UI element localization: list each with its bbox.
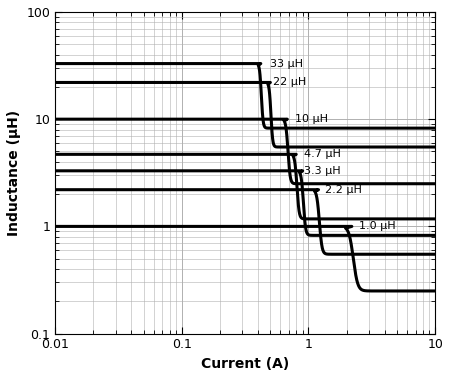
Text: 33 μH: 33 μH	[270, 59, 303, 68]
Text: 1.0 μH: 1.0 μH	[359, 222, 396, 231]
Text: 22 μH: 22 μH	[273, 77, 306, 87]
Text: 3.3 μH: 3.3 μH	[304, 166, 341, 176]
X-axis label: Current (A): Current (A)	[201, 357, 289, 371]
Y-axis label: Inductance (μH): Inductance (μH)	[7, 110, 21, 236]
Text: 10 μH: 10 μH	[295, 114, 328, 124]
Text: 4.7 μH: 4.7 μH	[304, 149, 341, 160]
Text: 2.2 μH: 2.2 μH	[325, 185, 362, 195]
